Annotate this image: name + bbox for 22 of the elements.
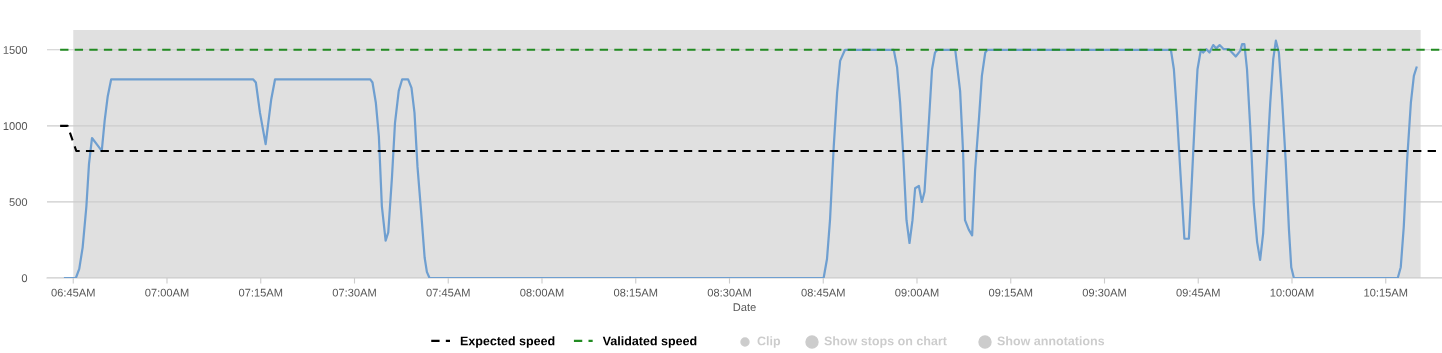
x-tick-label: 08:30AM bbox=[707, 288, 751, 297]
x-tick-label: 09:45AM bbox=[1176, 288, 1220, 297]
x-tick-label: 08:00AM bbox=[520, 288, 564, 297]
x-tick-label: 06:45AM bbox=[51, 288, 95, 297]
x-tick-label: 09:15AM bbox=[988, 288, 1033, 297]
x-tick-label: 07:15AM bbox=[238, 288, 283, 297]
x-tick-label: 10:00AM bbox=[1270, 288, 1314, 297]
y-tick-label: 0 bbox=[21, 274, 28, 283]
x-tick-label: 08:15AM bbox=[613, 288, 658, 297]
y-tick-label: 1000 bbox=[3, 122, 28, 130]
x-tick-label: 09:00AM bbox=[895, 288, 939, 297]
y-tick-label: 1500 bbox=[3, 46, 28, 54]
y-tick-label: 500 bbox=[9, 198, 28, 207]
x-tick-label: 08:45AM bbox=[801, 288, 845, 297]
legend-label: Expected speed bbox=[460, 336, 555, 348]
x-tick-label: 09:30AM bbox=[1082, 288, 1126, 297]
legend-label: Validated speed bbox=[602, 336, 697, 348]
x-tick-label: 07:00AM bbox=[145, 288, 189, 297]
x-tick-label: 07:45AM bbox=[426, 288, 470, 297]
x-tick-label: 10:15AM bbox=[1364, 288, 1408, 297]
x-tick-label: 07:30AM bbox=[332, 288, 376, 297]
x-axis-title: Date bbox=[733, 303, 756, 312]
